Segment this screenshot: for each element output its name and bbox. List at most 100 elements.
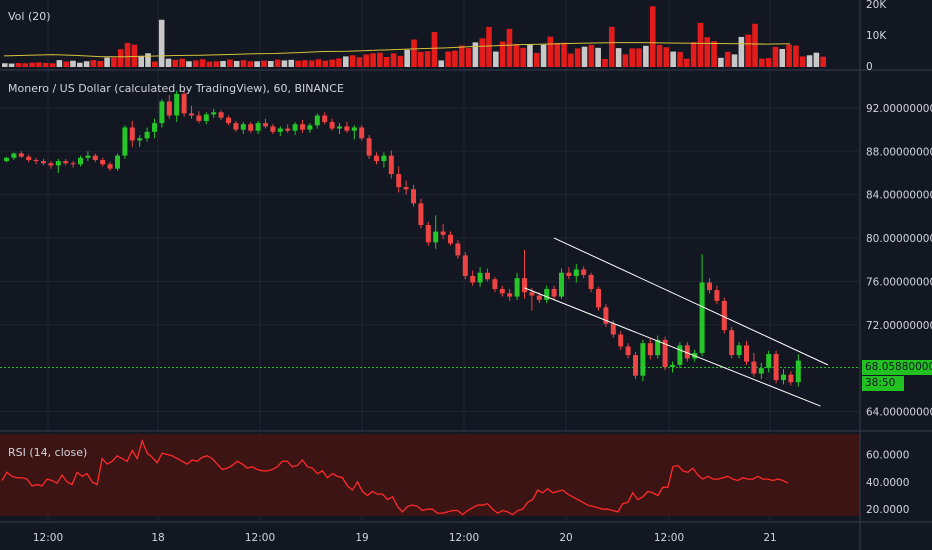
- volume-bar-42: [288, 59, 295, 67]
- volume-bar-95: [649, 6, 656, 67]
- candle-body-102: [758, 368, 764, 374]
- volume-bar-83: [568, 53, 574, 67]
- volume-bar-24: [165, 58, 172, 67]
- price-panel-label: Monero / US Dollar (calculated by Tradin…: [8, 82, 344, 95]
- volume-bar-13: [90, 60, 97, 67]
- candle-body-56: [418, 203, 424, 226]
- price-tick-6: 64.00000000: [866, 406, 932, 418]
- candle-body-62: [462, 255, 468, 276]
- volume-bar-3: [22, 63, 29, 67]
- time-axis-ticks: 12:00 18 12:00 19 12:00 20 12:00 21: [33, 532, 777, 544]
- rsi-tick-2: 20.0000: [866, 504, 909, 516]
- candle-body-101: [751, 361, 757, 374]
- volume-bar-54: [370, 53, 376, 67]
- candle-body-90: [670, 364, 675, 368]
- volume-bar-18: [124, 42, 131, 67]
- candles: [4, 88, 801, 387]
- candle-body-61: [455, 243, 461, 256]
- candle-body-2: [18, 153, 24, 157]
- candle-body-74: [551, 288, 557, 297]
- volume-bar-25: [172, 59, 179, 67]
- volume-bar-57: [390, 53, 397, 67]
- volume-bar-90: [615, 48, 622, 67]
- volume-bar-118: [806, 55, 813, 67]
- trendlines[interactable]: [524, 237, 829, 407]
- volume-bars: [2, 6, 826, 68]
- candle-body-14: [107, 164, 113, 169]
- volume-bar-84: [574, 48, 581, 67]
- candle-body-20: [152, 123, 157, 132]
- candle-body-22: [166, 101, 172, 116]
- volume-bar-58: [397, 55, 404, 67]
- volume-bar-51: [349, 55, 356, 67]
- volume-bar-85: [581, 46, 588, 67]
- volume-ma-line: [3, 42, 791, 58]
- volume-bar-71: [486, 26, 492, 68]
- candle-body-36: [270, 126, 276, 132]
- volume-bar-103: [704, 37, 711, 67]
- candle-body-10: [78, 157, 83, 165]
- candle-body-3: [26, 156, 32, 160]
- volume-bar-96: [656, 44, 663, 67]
- volume-bar-80: [547, 36, 554, 67]
- volume-bar-14: [97, 60, 104, 67]
- volume-bar-55: [377, 52, 383, 67]
- candle-body-35: [263, 123, 268, 127]
- volume-bar-16: [111, 57, 117, 67]
- candle-body-42: [314, 115, 320, 126]
- volume-bar-31: [213, 61, 220, 67]
- volume-bar-8: [56, 60, 63, 67]
- volume-bar-27: [186, 61, 192, 67]
- volume-bar-73: [499, 41, 506, 67]
- candle-body-48: [359, 127, 365, 139]
- volume-bar-94: [643, 45, 649, 67]
- volume-bar-45: [308, 60, 315, 67]
- time-tick-0: 12:00: [33, 532, 63, 544]
- candle-body-11: [85, 155, 91, 158]
- candle-body-25: [189, 113, 194, 116]
- candle-body-57: [425, 225, 431, 243]
- volume-bar-75: [513, 44, 520, 67]
- volume-bar-28: [192, 60, 199, 67]
- price-tick-5: 72.00000000: [866, 320, 932, 332]
- candle-body-97: [721, 300, 727, 331]
- price-tick-2: 84.00000000: [866, 190, 932, 202]
- candle-body-68: [507, 293, 513, 297]
- volume-bar-79: [540, 44, 547, 67]
- candle-body-28: [211, 112, 217, 115]
- volume-bar-63: [431, 32, 438, 67]
- volume-bar-32: [220, 60, 226, 67]
- trendline-1[interactable]: [524, 287, 821, 407]
- volume-bar-67: [458, 45, 465, 67]
- candle-body-92: [684, 345, 690, 359]
- volume-bar-62: [424, 51, 431, 67]
- candle-body-51: [381, 155, 387, 162]
- volume-bar-99: [677, 51, 683, 67]
- vol-tick-10k: 10K: [866, 30, 887, 42]
- candle-body-80: [596, 288, 601, 308]
- volume-bar-115: [786, 44, 792, 67]
- volume-bar-68: [465, 48, 472, 67]
- candle-body-95: [707, 282, 712, 291]
- rsi-tick-1: 40.0000: [866, 477, 909, 489]
- candle-body-9: [70, 163, 76, 165]
- volume-bar-89: [608, 26, 615, 68]
- candle-body-7: [55, 161, 61, 166]
- time-tick-5: 20: [559, 532, 572, 544]
- time-tick-1: 18: [151, 532, 164, 544]
- rsi-axis-ticks: 60.0000 40.0000 20.0000: [866, 450, 909, 517]
- candle-body-86: [640, 343, 646, 376]
- volume-bar-47: [322, 60, 329, 67]
- volume-bar-43: [295, 60, 301, 67]
- candle-body-37: [277, 128, 283, 132]
- candle-body-107: [795, 360, 801, 383]
- volume-bar-92: [629, 48, 636, 67]
- candle-body-82: [610, 323, 616, 335]
- volume-bar-59: [404, 49, 410, 67]
- candle-body-21: [159, 101, 165, 124]
- trendline-0[interactable]: [553, 237, 829, 366]
- candle-body-13: [100, 159, 106, 165]
- candle-body-17: [129, 127, 135, 141]
- candle-body-105: [781, 374, 786, 381]
